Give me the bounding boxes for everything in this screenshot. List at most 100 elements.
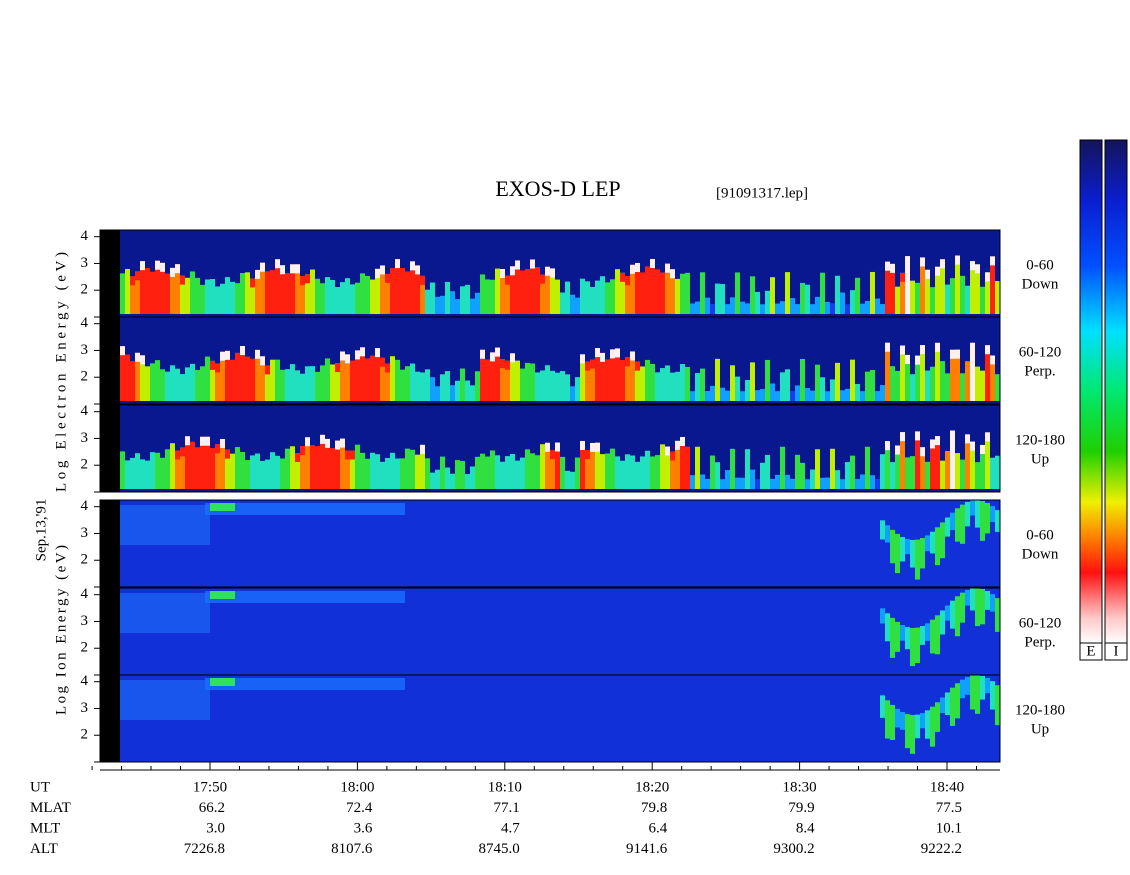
spectrogram-cell bbox=[635, 361, 640, 371]
spectrogram-cell bbox=[540, 370, 545, 401]
spectrogram-cell bbox=[120, 505, 210, 545]
spectrogram-cell bbox=[315, 446, 320, 489]
spectrogram-cell bbox=[920, 345, 925, 355]
spectrogram-cell bbox=[550, 268, 555, 314]
y-tick-label: 3 bbox=[81, 525, 89, 541]
spectrogram-cell bbox=[315, 446, 320, 456]
orbit-value: 79.8 bbox=[641, 800, 667, 816]
spectrogram-cell bbox=[630, 455, 635, 489]
spectrogram-cell bbox=[325, 438, 330, 489]
spectrogram-cell bbox=[875, 391, 880, 401]
spectrogram-cell bbox=[515, 460, 520, 489]
spectrogram-cell bbox=[545, 266, 550, 314]
pitch-range: 60-120 bbox=[1019, 615, 1062, 631]
orbit-value: 8.4 bbox=[796, 820, 815, 836]
spectrogram-cell bbox=[890, 529, 895, 564]
x-tick-label: 18:00 bbox=[340, 779, 374, 795]
spectrogram-cell bbox=[210, 279, 215, 314]
spectrogram-cell bbox=[365, 358, 370, 368]
spectrogram-cell bbox=[995, 685, 1000, 726]
spectrogram-cell bbox=[405, 271, 410, 314]
spectrogram-cell bbox=[975, 462, 980, 489]
spectrogram-cell bbox=[355, 350, 360, 401]
orbit-value: 3.6 bbox=[354, 820, 373, 836]
spectrogram-cell bbox=[555, 442, 560, 489]
spectrogram-cell bbox=[205, 436, 210, 446]
spectrogram-cell bbox=[575, 377, 580, 401]
spectrogram-cell bbox=[870, 271, 875, 314]
spectrogram-cell bbox=[980, 588, 985, 625]
colorbar-label-box bbox=[1079, 642, 1103, 661]
spectrogram-cell bbox=[935, 436, 940, 446]
spectrogram-cell bbox=[295, 264, 300, 314]
spectrogram-cell bbox=[350, 450, 355, 489]
spectrogram-cell bbox=[990, 256, 995, 314]
spectrogram-cell bbox=[220, 351, 225, 401]
spectrogram-cell bbox=[775, 391, 780, 401]
spectrogram-cell bbox=[920, 447, 925, 457]
spectrogram-cell bbox=[320, 283, 325, 314]
spectrogram-cell bbox=[980, 370, 985, 401]
spectrogram-cell bbox=[885, 700, 890, 739]
spectrogram-cell bbox=[915, 627, 920, 664]
spectrogram-cell bbox=[565, 470, 570, 489]
spectrogram-cell bbox=[940, 259, 945, 314]
spectrogram-cell bbox=[935, 527, 940, 566]
spectrogram-cell bbox=[535, 455, 540, 489]
spectrogram-cell bbox=[930, 287, 935, 314]
spectrogram-cell bbox=[175, 264, 180, 274]
spectrogram-cell bbox=[315, 371, 320, 401]
pitch-range: 120-180 bbox=[1015, 432, 1065, 448]
spectrogram-cell bbox=[150, 271, 155, 314]
spectrogram-cell bbox=[675, 440, 680, 489]
spectrogram-cell bbox=[595, 442, 600, 489]
spectrogram-cell bbox=[995, 374, 1000, 401]
spectrogram-cell bbox=[580, 440, 585, 450]
file-name: [91091317.lep] bbox=[716, 185, 808, 201]
spectrogram-cell bbox=[660, 272, 665, 314]
pitch-direction: Down bbox=[1022, 546, 1059, 562]
spectrogram-cell bbox=[260, 262, 265, 314]
spectrogram-cell bbox=[730, 448, 735, 489]
spectrogram-cell bbox=[945, 605, 950, 621]
spectrogram-cell bbox=[270, 270, 275, 280]
spectrogram-cell bbox=[140, 355, 145, 365]
y-tick-label: 2 bbox=[81, 369, 89, 385]
spectrogram-cell bbox=[555, 372, 560, 401]
spectrogram-cell bbox=[985, 272, 990, 282]
spectrogram-cell bbox=[160, 262, 165, 272]
spectrogram-cell bbox=[745, 303, 750, 314]
spectrogram-cell bbox=[975, 500, 980, 528]
spectrogram-cell bbox=[205, 356, 210, 401]
spectrogram-cell bbox=[945, 517, 950, 537]
spectrogram-cell bbox=[985, 678, 990, 694]
pitch-range: 120-180 bbox=[1015, 702, 1065, 718]
spectrogram-cell bbox=[840, 390, 845, 401]
spectrogram-cell bbox=[570, 294, 575, 314]
spectrogram-cell bbox=[310, 445, 315, 489]
spectrogram-cell bbox=[190, 271, 195, 314]
spectrogram-cell bbox=[685, 366, 690, 401]
spectrogram-cell bbox=[825, 301, 830, 314]
spectrogram-cell bbox=[905, 539, 910, 555]
spectrogram-cell bbox=[930, 439, 935, 449]
spectrogram-cell bbox=[180, 374, 185, 401]
spectrogram-cell bbox=[900, 272, 905, 282]
spectrogram-cell bbox=[580, 354, 585, 401]
panel-frame bbox=[99, 499, 1001, 588]
spectrogram-cell bbox=[480, 349, 485, 359]
spectrogram-cell bbox=[485, 456, 490, 489]
spectrogram-cell bbox=[500, 269, 505, 314]
spectrogram-cell bbox=[200, 436, 205, 489]
spectrogram-cell bbox=[725, 304, 730, 314]
spectrogram-cell bbox=[340, 351, 345, 361]
date-label: Sep.13,'91 bbox=[33, 499, 49, 562]
spectrogram-cell bbox=[745, 380, 750, 401]
spectrogram-cell bbox=[935, 342, 940, 352]
spectrogram-cell bbox=[805, 284, 810, 314]
spectrogram-cell bbox=[680, 436, 685, 446]
spectrogram-cell bbox=[490, 279, 495, 314]
spectrogram-cell bbox=[520, 368, 525, 401]
orbit-value: 72.4 bbox=[346, 800, 373, 816]
spectrogram-cell bbox=[125, 460, 130, 489]
